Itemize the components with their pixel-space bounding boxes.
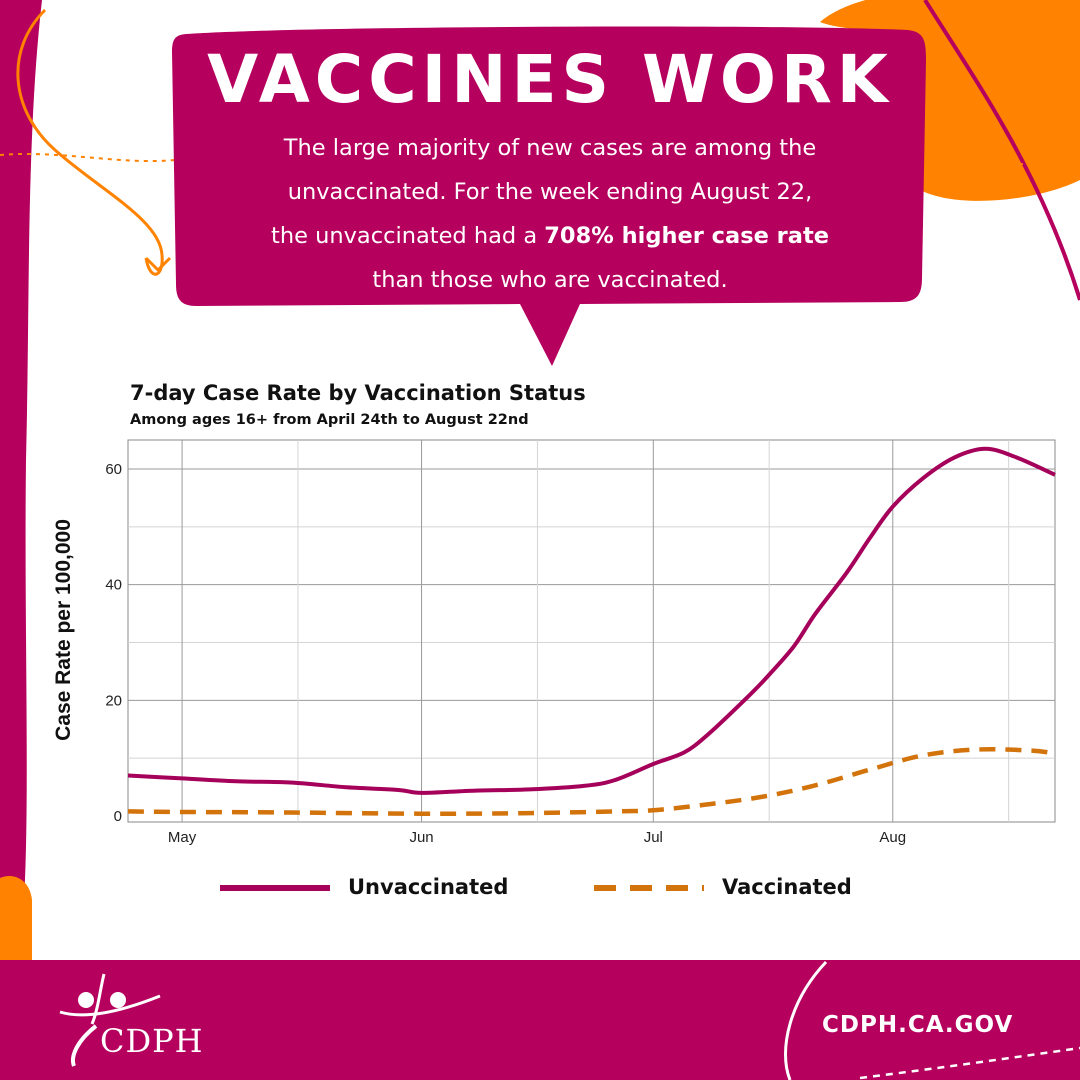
y-tick-label: 0: [114, 808, 122, 825]
plot-frame: [127, 439, 1056, 823]
chart-grid: [127, 439, 1056, 823]
cdph-logo-icon: [59, 973, 161, 1067]
footer-left-edge: [0, 960, 32, 1080]
site-url: CDPH.CA.GOV: [822, 1012, 1014, 1038]
orange-blob-bottom-left: [0, 876, 32, 960]
x-tick-label: Jun: [409, 829, 433, 846]
speech-bubble: [172, 26, 926, 367]
chart-subtitle: Among ages 16+ from April 24th to August…: [130, 412, 529, 428]
y-axis-label: Case Rate per 100,000: [52, 519, 75, 741]
callout-line-3-text: the unvaccinated had a: [271, 223, 545, 249]
chart-title: 7-day Case Rate by Vaccination Status: [130, 381, 586, 405]
magenta-curve-top-right: [923, 0, 1080, 301]
footer-bar: [32, 960, 1080, 1080]
y-tick-label: 20: [105, 692, 122, 709]
callout-line-4: than those who are vaccinated.: [372, 267, 728, 293]
cdph-logo-text: CDPH: [100, 1022, 204, 1060]
chart-series: [127, 446, 1056, 816]
dotted-line-right: [919, 159, 1080, 170]
callout-line-3: the unvaccinated had a 708% higher case …: [215, 214, 885, 258]
callout-highlight: 708% higher case rate: [544, 223, 829, 249]
series-line-unvaccinated: [127, 446, 1056, 795]
orange-swirl-left: [16, 8, 172, 276]
callout-text: The large majority of new cases are amon…: [215, 126, 885, 302]
legend-label-vaccinated: Vaccinated: [722, 875, 852, 899]
magenta-left-band: [0, 0, 42, 900]
callout-line-1: The large majority of new cases are amon…: [283, 135, 817, 161]
x-tick-label: May: [168, 829, 197, 846]
legend-label-unvaccinated: Unvaccinated: [348, 875, 509, 899]
x-tick-label: Aug: [879, 829, 906, 846]
callout-line-2: unvaccinated. For the week ending August…: [287, 179, 813, 205]
x-tick-label: Jul: [644, 829, 663, 846]
footer-white-dashes: [859, 1046, 1080, 1080]
chart-axes: 0 20 40 60 May Jun Jul Aug: [105, 461, 906, 846]
y-tick-label: 60: [105, 461, 122, 478]
headline: VACCINES WORK: [207, 41, 893, 118]
y-tick-label: 40: [105, 577, 122, 594]
dotted-line-left: [0, 152, 176, 163]
footer-white-curve: [784, 960, 828, 1080]
